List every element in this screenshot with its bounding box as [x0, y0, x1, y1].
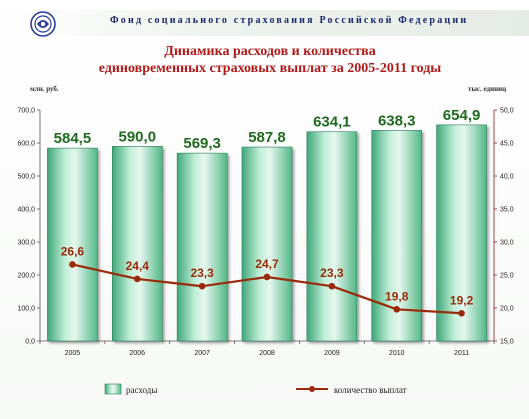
- line-value-label: 24,4: [126, 259, 150, 273]
- left-tick-label: 100,0: [17, 306, 35, 313]
- x-tick-label: 2007: [194, 350, 210, 357]
- line-point: [133, 275, 141, 283]
- chart-title: Динамика расходов и количества единоврем…: [60, 43, 480, 77]
- bar-value-label: 654,9: [443, 107, 481, 124]
- legend-bar-label: расходы: [126, 385, 157, 395]
- right-tick-label: 30,0: [500, 240, 514, 247]
- left-tick-label: 300,0: [17, 240, 35, 247]
- bar-series: 584,5 590,0 569,3 587,8 634,1 638,3 654,9: [47, 107, 487, 342]
- line-point: [458, 309, 465, 317]
- legend-line-marker: [309, 386, 315, 392]
- left-axis-unit: млн. руб.: [30, 85, 59, 93]
- bar-value-label: 590,0: [119, 128, 157, 145]
- left-tick-label: 700,0: [17, 108, 35, 115]
- x-tick-label: 2008: [259, 350, 275, 357]
- left-axis-ticks: 0,0 100,0 200,0 300,0 400,0 500,0 600,0 700,0: [17, 108, 40, 346]
- bar: [111, 146, 163, 342]
- line-value-label: 19,2: [450, 293, 474, 307]
- right-tick-label: 25,0: [500, 273, 514, 280]
- right-tick-label: 45,0: [500, 141, 514, 148]
- line-point: [393, 306, 401, 313]
- x-tick-label: 2009: [324, 350, 340, 357]
- line-value-label: 23,3: [320, 266, 344, 280]
- x-axis-ticks: 2005 2006 2007 2008 2009 2010 2011: [39, 341, 495, 357]
- left-tick-label: 0,0: [25, 339, 35, 346]
- bar-value-label: 584,5: [54, 130, 92, 147]
- legend-bar-swatch: [104, 383, 122, 395]
- bar: [306, 131, 358, 342]
- bar-value-label: 569,3: [183, 135, 221, 152]
- left-tick-label: 400,0: [17, 207, 35, 214]
- line-value-label: 23,3: [190, 266, 214, 280]
- header-bar: [0, 10, 529, 36]
- line-point: [328, 282, 336, 290]
- line-value-label: 24,7: [255, 257, 279, 271]
- bar: [371, 130, 423, 342]
- line-value-label: 26,6: [61, 244, 85, 258]
- organization-name: Фонд социального страхования Российской …: [110, 15, 469, 26]
- right-tick-label: 15,0: [500, 339, 514, 346]
- right-tick-label: 50,0: [500, 108, 514, 115]
- right-axis-unit: тыс. единиц: [468, 85, 506, 93]
- bar: [176, 152, 228, 342]
- left-tick-label: 500,0: [17, 174, 35, 181]
- chart-title-line-1: Динамика расходов и количества: [164, 44, 376, 59]
- bar: [436, 124, 487, 342]
- legend-line-label: количество выплат: [334, 385, 407, 395]
- right-axis-ticks: 15,0 20,0 25,0 30,0 35,0 40,0 45,0 50,0: [494, 108, 514, 346]
- bar-value-label: 634,1: [313, 114, 351, 131]
- chart-title-line-2: единовременных страховых выплат за 2005-…: [98, 61, 442, 76]
- line-value-label: 19,8: [385, 289, 409, 303]
- right-tick-label: 35,0: [500, 207, 514, 214]
- legend: расходы количество выплат: [104, 383, 407, 395]
- line-point: [263, 273, 271, 281]
- fss-logo-icon: [30, 11, 56, 37]
- left-tick-label: 200,0: [17, 273, 35, 280]
- left-tick-label: 600,0: [17, 141, 35, 148]
- x-tick-label: 2010: [389, 350, 405, 357]
- bar-value-label: 587,8: [248, 129, 286, 146]
- x-tick-label: 2005: [65, 350, 81, 357]
- right-tick-label: 20,0: [500, 306, 514, 313]
- bar: [47, 147, 98, 342]
- line-series: 26,6 24,4 23,3 24,7 23,3 19,8 19,2: [61, 244, 474, 317]
- bar-value-label: 638,3: [378, 112, 416, 129]
- right-tick-label: 40,0: [500, 174, 514, 181]
- line-point: [69, 261, 76, 268]
- line-point: [198, 282, 206, 290]
- x-tick-label: 2006: [129, 350, 145, 357]
- bar: [241, 146, 293, 342]
- x-tick-label: 2011: [454, 350, 469, 357]
